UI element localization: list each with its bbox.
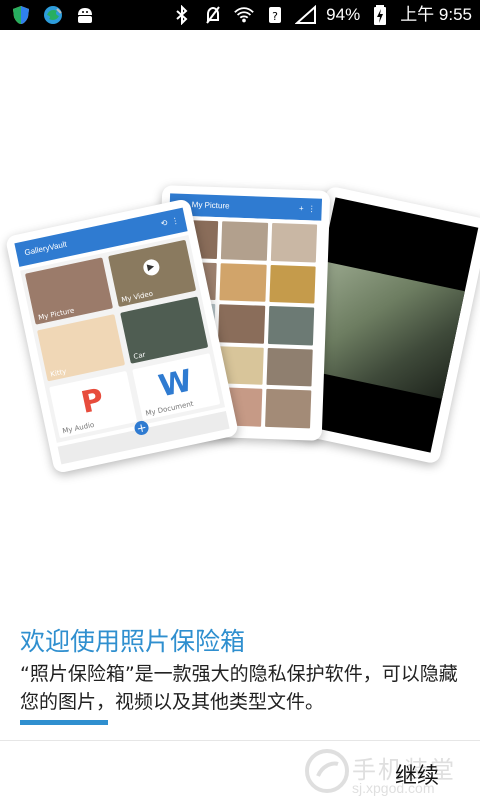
vault-item-label: Car (132, 350, 147, 361)
gallery-vault-grid: My Picture ▶ My Video Kitty Car P My Aud… (20, 234, 226, 443)
status-time: 上午 9:55 (400, 5, 472, 24)
signal-icon (295, 4, 317, 26)
grid-tile (270, 222, 318, 263)
onboarding-progress (20, 720, 108, 725)
watermark-sub-text: sj.xpgod.com (352, 780, 435, 796)
document-letter-icon: W (155, 363, 196, 405)
watermark-logo-icon (305, 749, 349, 793)
status-bar: ? 94% 上午 9:55 (0, 0, 480, 30)
vault-item: W My Document (132, 353, 221, 421)
play-icon: ▶ (141, 257, 161, 277)
onboarding-title: 欢迎使用照片保险箱 (20, 627, 246, 656)
more-icon: ⋮ (170, 215, 181, 227)
mute-icon (202, 4, 224, 26)
grid-tile (269, 264, 316, 304)
audio-letter-icon: P (78, 382, 107, 421)
vault-item: P My Audio (49, 370, 138, 439)
grid-tile (221, 221, 268, 261)
grid-tile (219, 262, 267, 302)
vault-item: My Picture (24, 257, 114, 325)
watermark-main-text: 手机装堂 (352, 756, 456, 784)
my-picture-title: My Picture (191, 200, 230, 211)
more-icon: ⋮ (307, 204, 316, 214)
continue-button[interactable]: 继续 (395, 764, 440, 789)
vault-item: ▶ My Video (108, 239, 197, 308)
vault-item-label: My Picture (37, 306, 75, 322)
grid-tile (267, 306, 315, 346)
sim-question-icon: ? (264, 4, 286, 26)
sync-icon: ⟲ (159, 218, 169, 229)
wifi-icon (233, 4, 255, 26)
add-icon: + (298, 203, 304, 214)
onboarding-description: “照片保险箱”是一款强大的隐私保护软件，可以隐藏您的图片，视频以及其他类型文件。 (20, 663, 458, 713)
grid-tile (266, 347, 313, 387)
vault-item-label: My Video (120, 289, 154, 305)
grid-tile (218, 304, 265, 344)
globe-icon (42, 4, 64, 26)
vault-item: Kitty (37, 314, 126, 382)
vault-item-label: My Audio (61, 420, 95, 436)
gallery-vault-title: GalleryVault (23, 239, 68, 258)
status-right: ? 94% 上午 9:55 (171, 4, 472, 26)
android-icon (74, 4, 96, 26)
battery-charging-icon (369, 4, 391, 26)
vault-item-label: Kitty (49, 367, 68, 379)
vault-item: Car (120, 296, 209, 364)
svg-text:?: ? (272, 10, 278, 23)
footer-divider (0, 740, 480, 741)
grid-tile (264, 389, 312, 429)
bluetooth-icon (171, 4, 193, 26)
shield-icon (10, 4, 32, 26)
status-left (10, 4, 96, 26)
watermark: 手机装堂 sj.xpgod.com (304, 748, 480, 800)
battery-percent: 94% (326, 5, 361, 24)
